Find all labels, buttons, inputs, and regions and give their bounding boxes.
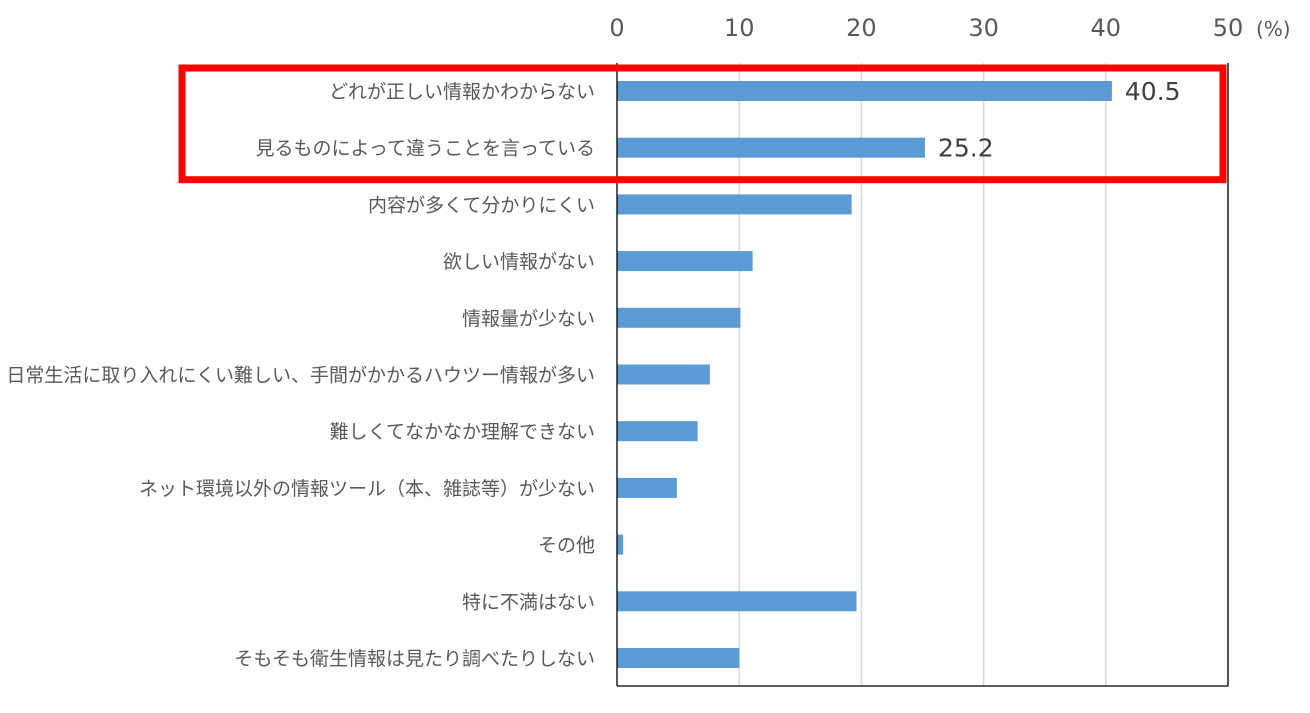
category-label: 欲しい情報がない [443,251,595,273]
tick-label: 50 [1213,14,1244,42]
bar [617,364,710,385]
bar [617,194,852,215]
data-labels: 40.5 25.2 [938,77,1181,163]
axes [616,63,1229,687]
category-label: どれが正しい情報かわからない [329,81,595,103]
category-label: 内容が多くて分かりにくい [368,194,595,216]
tick-labels: 0 10 20 30 40 50 (%) [609,14,1290,42]
category-label: 情報量が少ない [462,308,595,330]
category-label: 日常生活に取り入れにくい難しい、手間がかかるハウツー情報が多い [6,365,595,387]
axis-unit-label: (%) [1256,17,1291,41]
bars [617,81,1112,668]
category-label: そもそも衛生情報は見たり調べたりしない [234,648,595,670]
category-label: 特に不満はない [462,591,595,613]
category-label: ネット環境以外の情報ツール（本、雑誌等）が少ない [139,478,595,500]
bar [617,137,925,158]
category-label: 見るものによって違うことを言っている [255,138,595,160]
bar [617,251,753,272]
tick-label: 40 [1091,14,1122,42]
category-label: その他 [538,535,595,557]
tick-label: 10 [724,14,755,42]
tick-label: 30 [968,14,999,42]
bar [617,81,1112,101]
bar [617,534,624,555]
bar [617,477,677,498]
bar [617,648,740,668]
bar [617,307,741,328]
highlight-box [178,64,1227,184]
tick-label: 0 [609,14,624,42]
bar [617,421,698,442]
bar [617,591,857,612]
data-label: 40.5 [1125,77,1181,106]
highlight-box-group [178,64,1227,184]
category-label: 難しくてなかなか理解できない [330,421,595,443]
tick-label: 20 [846,14,877,42]
category-labels: どれが正しい情報かわからない見るものによって違うことを言っている内容が多くて分か… [6,81,595,670]
data-label: 25.2 [938,134,994,163]
